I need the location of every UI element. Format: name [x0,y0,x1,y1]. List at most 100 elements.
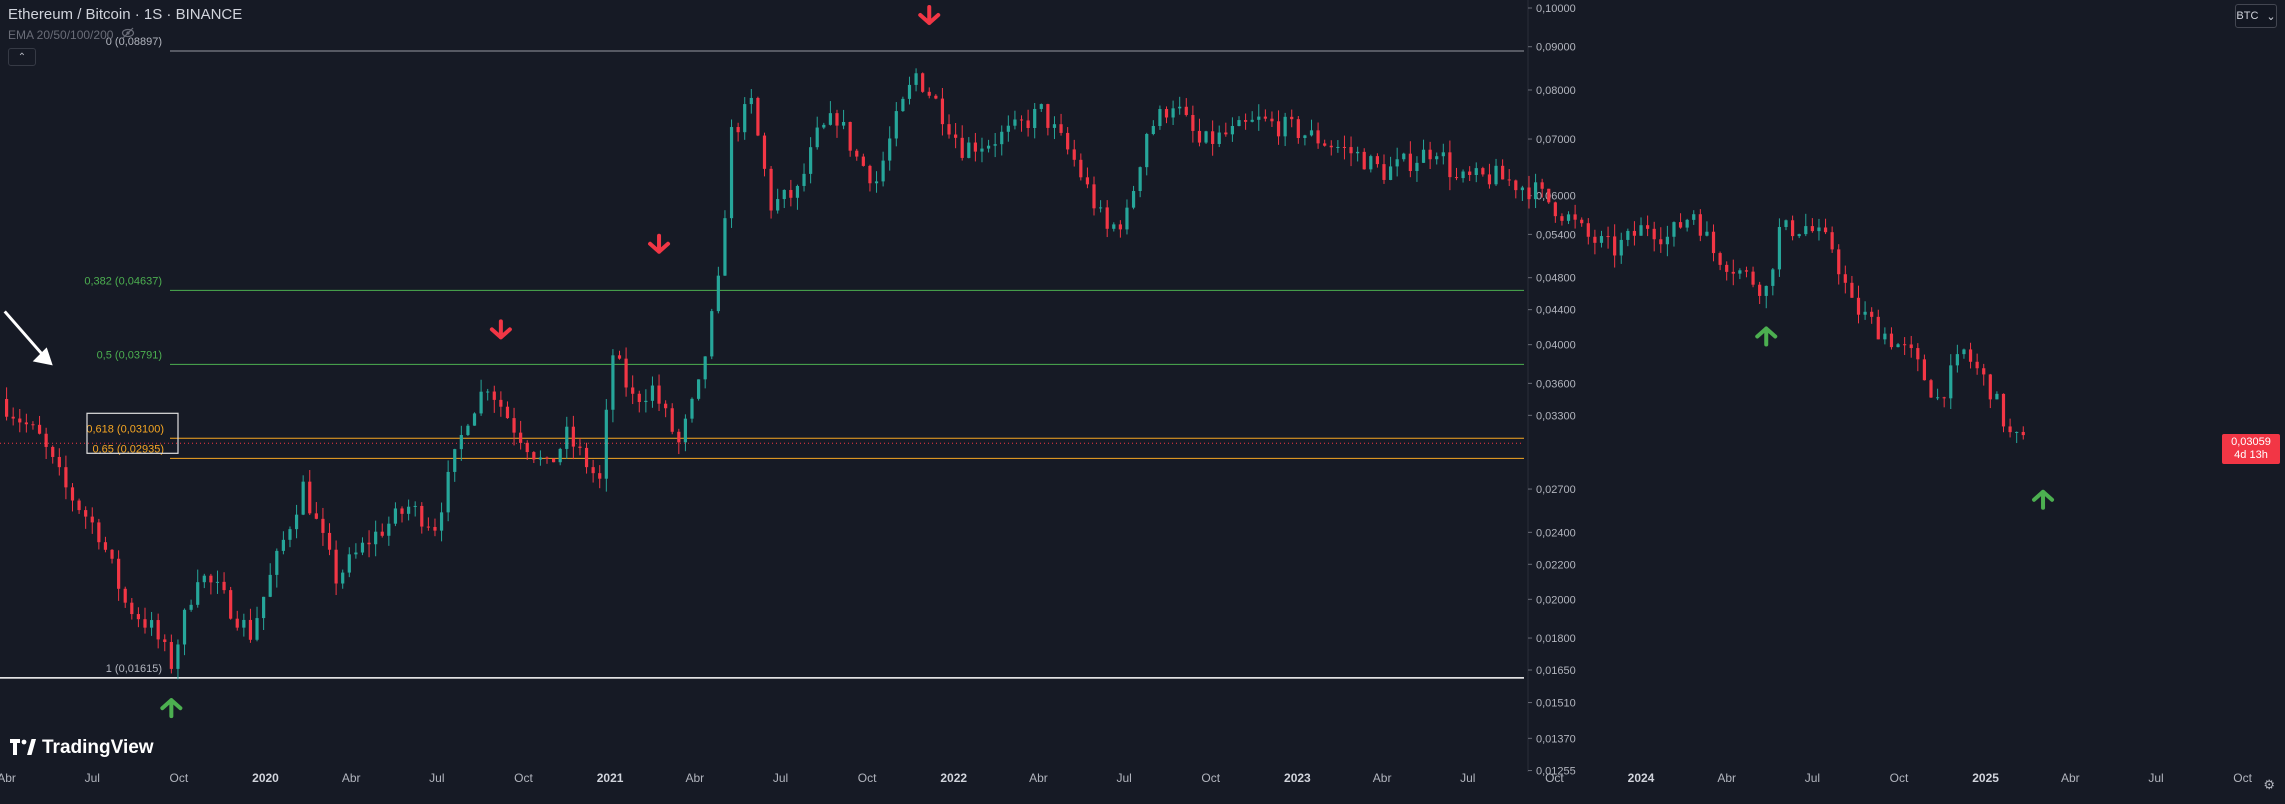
candle-body [1072,149,1076,160]
collapse-legend-button[interactable]: ⌃ [8,48,36,66]
indicator-row[interactable]: EMA 20/50/100/200 [8,27,242,42]
candle-body [1903,344,1907,346]
candle-body [565,426,569,449]
candle-body [103,542,108,550]
candle-body [1441,152,1445,157]
candle-body [169,642,173,669]
candle-body [1342,146,1347,148]
candle-body [1692,214,1696,220]
time-tick-label: Oct [170,771,189,785]
price-tick-label: 0,02700 [1536,484,1576,496]
candle-body [1099,207,1103,209]
currency-selector[interactable]: BTC ⌄ [2235,4,2277,28]
candle-body [229,590,233,619]
time-tick-label: 2023 [1284,771,1311,785]
candle-body [1145,134,1149,168]
chevron-down-icon: ⌄ [2266,10,2276,23]
candle-body [1837,249,1841,275]
candle-body [940,98,945,125]
fib-level-label: 0,618 (0,03100) [86,423,164,435]
candle-body [1474,168,1478,176]
candle-body [1276,121,1281,137]
symbol-title[interactable]: Ethereum / Bitcoin · 1S · BINANCE [8,6,243,23]
candle-body [716,275,720,312]
candle-body [1013,119,1017,126]
candle-body [1975,361,1979,369]
candle-body [631,387,635,394]
candle-body [802,173,806,186]
candle-body [314,513,318,519]
candle-body [1540,182,1544,189]
candle-body [749,97,753,105]
ema-label[interactable]: EMA 20/50/100/200 [8,27,114,42]
candle-body [1744,270,1749,272]
tradingview-logo[interactable]: TradingView [10,735,154,761]
candle-body [360,542,365,553]
candle-body [1164,109,1169,118]
candle-body [1863,311,1867,315]
candle-body [1685,219,1689,228]
time-tick-label: Abr [685,771,704,785]
candle-body [1105,207,1109,229]
candle-body [196,582,200,605]
candle-body [466,425,470,435]
candle-body [1995,393,1999,400]
candle-body [1659,239,1663,245]
candle-body [809,147,813,174]
candle-body [1309,130,1314,136]
candle-body [2001,393,2006,427]
fib-level-label: 0,382 (0,04637) [84,275,162,287]
candle-body [1850,282,1854,298]
candle-body [1804,226,1808,235]
candle-body [927,91,931,96]
candle-body [130,602,134,615]
candle-body [321,518,325,533]
candle-body [1019,119,1024,121]
candle-body [1632,230,1637,236]
candle-body [1718,253,1722,265]
candle-body [743,104,747,133]
price-tick-label: 0,01800 [1536,633,1576,645]
candle-body [486,391,490,393]
candle-body [828,113,832,125]
candle-body [1138,167,1142,192]
candle-body [1613,236,1617,256]
candle-body [1830,232,1834,250]
currency-label: BTC [2236,10,2259,22]
candle-body [1955,354,1959,366]
candle-body [97,522,101,543]
eye-off-icon[interactable] [121,27,135,42]
candle-body [1481,168,1485,175]
candle-body [1566,214,1571,221]
candle-body [301,481,305,515]
candle-body [1046,104,1050,128]
candle-body [703,356,707,380]
candle-body [1395,159,1399,167]
candle-body [960,137,964,158]
candle-body [400,508,404,514]
candle-body [117,558,121,589]
candle-body [308,481,312,514]
candle-body [1118,224,1122,230]
candle-body [967,142,971,158]
candle-body [1790,220,1795,237]
candle-body [1652,228,1656,240]
candle-body [1665,236,1669,245]
candle-body [1988,374,1992,400]
candle-body [604,409,608,479]
time-tick-label: 2021 [597,771,624,785]
candle-body [1158,109,1162,126]
price-tick-label: 0,03600 [1536,378,1576,390]
candle-body [1533,182,1538,200]
candle-body [1257,116,1261,120]
settings-icon[interactable]: ⚙ [2263,777,2275,792]
candle-body [696,379,701,399]
candle-body [281,539,285,551]
candle-body [393,508,398,524]
price-tick-label: 0,04000 [1536,340,1576,352]
candle-body [1949,365,1953,399]
candle-body [1270,118,1274,122]
candle-body [921,73,925,92]
